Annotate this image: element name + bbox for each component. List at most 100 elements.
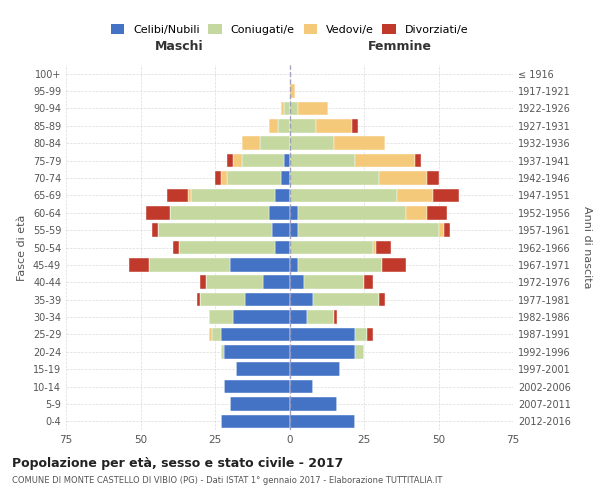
Bar (290, 362, 340, 376)
Bar (290, 154, 355, 168)
Bar (290, 136, 334, 150)
Bar (290, 310, 307, 324)
Bar (188, 188, 191, 202)
Bar (415, 154, 421, 168)
Bar (298, 224, 439, 237)
Bar (221, 345, 224, 358)
Bar (260, 136, 290, 150)
Bar (221, 171, 227, 185)
Y-axis label: Fasce di età: Fasce di età (17, 214, 27, 280)
Bar (236, 362, 290, 376)
Bar (290, 206, 298, 220)
Bar (206, 276, 263, 289)
Bar (290, 414, 355, 428)
Bar (290, 293, 313, 306)
Bar (224, 380, 290, 394)
Bar (352, 119, 358, 132)
Bar (221, 328, 290, 341)
Bar (227, 154, 233, 168)
Bar (367, 328, 373, 341)
Bar (167, 188, 188, 202)
Bar (298, 258, 382, 272)
Bar (290, 328, 355, 341)
Bar (382, 258, 406, 272)
Bar (304, 276, 364, 289)
Bar (379, 171, 427, 185)
Bar (355, 328, 367, 341)
Text: Femmine: Femmine (368, 40, 432, 53)
Bar (445, 224, 451, 237)
Bar (230, 397, 290, 410)
Bar (290, 276, 304, 289)
Bar (242, 136, 260, 150)
Bar (209, 328, 212, 341)
Text: Maschi: Maschi (155, 40, 203, 53)
Bar (245, 293, 290, 306)
Bar (290, 119, 316, 132)
Bar (200, 276, 206, 289)
Bar (272, 224, 290, 237)
Bar (439, 224, 445, 237)
Bar (212, 328, 221, 341)
Bar (269, 206, 290, 220)
Bar (197, 293, 200, 306)
Bar (149, 258, 230, 272)
Bar (224, 345, 290, 358)
Bar (152, 224, 158, 237)
Bar (128, 258, 149, 272)
Bar (427, 171, 439, 185)
Bar (373, 240, 376, 254)
Bar (355, 154, 415, 168)
Bar (433, 188, 460, 202)
Bar (290, 345, 355, 358)
Bar (179, 240, 275, 254)
Bar (290, 224, 298, 237)
Bar (275, 188, 290, 202)
Bar (227, 171, 281, 185)
Bar (173, 240, 179, 254)
Bar (397, 188, 433, 202)
Bar (215, 171, 221, 185)
Bar (281, 102, 284, 115)
Bar (334, 136, 385, 150)
Bar (242, 154, 284, 168)
Bar (233, 310, 290, 324)
Bar (290, 397, 337, 410)
Bar (200, 293, 245, 306)
Bar (146, 206, 170, 220)
Bar (427, 206, 448, 220)
Legend: Celibi/Nubili, Coniugati/e, Vedovi/e, Divorziati/e: Celibi/Nubili, Coniugati/e, Vedovi/e, Di… (106, 20, 473, 39)
Bar (221, 414, 290, 428)
Bar (290, 102, 298, 115)
Bar (307, 310, 334, 324)
Bar (334, 310, 337, 324)
Bar (284, 154, 290, 168)
Bar (281, 171, 290, 185)
Text: COMUNE DI MONTE CASTELLO DI VIBIO (PG) - Dati ISTAT 1° gennaio 2017 - Elaborazio: COMUNE DI MONTE CASTELLO DI VIBIO (PG) -… (12, 476, 442, 485)
Bar (290, 240, 373, 254)
Bar (364, 276, 373, 289)
Bar (290, 380, 313, 394)
Bar (290, 188, 397, 202)
Bar (158, 224, 272, 237)
Bar (290, 171, 379, 185)
Bar (406, 206, 427, 220)
Bar (355, 345, 364, 358)
Bar (316, 119, 352, 132)
Bar (209, 310, 233, 324)
Text: Popolazione per età, sesso e stato civile - 2017: Popolazione per età, sesso e stato civil… (12, 458, 343, 470)
Bar (233, 154, 242, 168)
Bar (376, 240, 391, 254)
Bar (275, 240, 290, 254)
Bar (313, 293, 379, 306)
Bar (290, 258, 298, 272)
Bar (230, 258, 290, 272)
Y-axis label: Anni di nascita: Anni di nascita (581, 206, 592, 289)
Bar (284, 102, 290, 115)
Bar (278, 119, 290, 132)
Bar (191, 188, 275, 202)
Bar (269, 119, 278, 132)
Bar (170, 206, 269, 220)
Bar (298, 206, 406, 220)
Bar (298, 102, 328, 115)
